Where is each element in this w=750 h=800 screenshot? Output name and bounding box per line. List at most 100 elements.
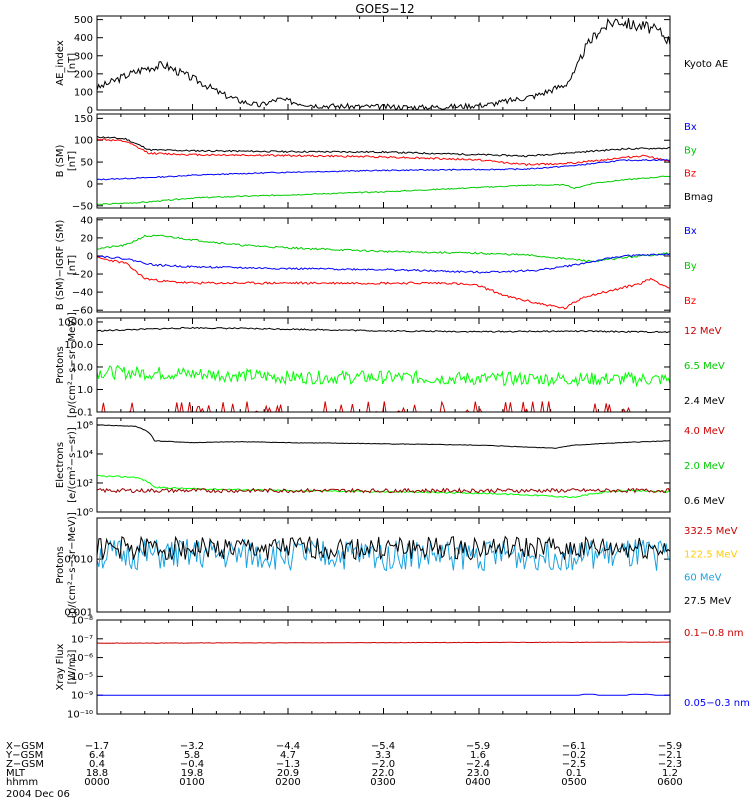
footer-cell: −0.2	[562, 750, 586, 761]
footer-cell: 19.8	[181, 768, 203, 779]
footer-cell: 0200	[275, 777, 300, 788]
footer-cell: 20.9	[277, 768, 299, 779]
legend-label: Kyoto AE	[684, 59, 728, 70]
plot-frame	[96, 113, 671, 209]
legend-label: By	[684, 145, 697, 156]
footer-cell: 0.4	[89, 759, 105, 770]
series-line-bz	[97, 256, 670, 310]
series-line-bx	[97, 253, 670, 274]
series-line-bmag	[97, 135, 670, 158]
footer-date: 2004 Dec 06	[6, 789, 70, 800]
plot-frame	[96, 217, 671, 313]
y-tick-label: 10.0	[71, 362, 93, 373]
series-line-60-mev	[97, 539, 670, 572]
y-tick-label: 10⁴	[76, 449, 93, 460]
legend-label: 27.5 MeV	[684, 596, 731, 607]
legend-label: 0.05−0.3 nm	[684, 698, 750, 709]
panel-protons: 1000.0 100.0 10.0 1.0 0.1 Protons [p/(cm²−s−sr…	[55, 312, 725, 419]
y-tick-label: 40	[80, 215, 93, 226]
footer-cell: −5.9	[466, 741, 490, 752]
series-group	[97, 135, 670, 206]
legend-label: 2.4 MeV	[684, 396, 725, 407]
footer-cell: −2.1	[658, 750, 682, 761]
series-line-27-5-mev	[97, 535, 670, 561]
series-group	[97, 326, 670, 412]
legend-label: 4.0 MeV	[684, 426, 725, 437]
y-tick-label: 300	[74, 51, 93, 62]
y-tick-label: 400	[74, 33, 93, 44]
footer-cell: −2.5	[562, 759, 586, 770]
footer-cell: 0400	[465, 777, 490, 788]
y-tick-label: 20	[80, 233, 93, 244]
series-line-0-6-mev	[97, 424, 670, 449]
footer-table: X−GSM −1.7 −3.2 −4.4 −5.4 −5.9 −6.1 −5.9 Y−GSM 6.…	[5, 741, 683, 788]
y-tick-label: 150	[74, 114, 93, 125]
series-line-4-0-mev	[97, 487, 670, 494]
y-tick-label: −40	[72, 288, 93, 299]
legend-label: 0.6 MeV	[684, 496, 725, 507]
plot-frame	[96, 517, 671, 613]
series-line-bx	[97, 158, 670, 181]
panel-hep: 0.010 0.001 Protons [p/(cm²−s−sr−MeV)] 332.5…	[55, 512, 738, 619]
series-line-6-5-mev	[97, 364, 670, 388]
footer-cell: −2.3	[658, 759, 682, 770]
y-axis-title: Protons	[55, 546, 66, 583]
footer-row-label: MLT	[6, 768, 26, 779]
y-tick-label: 0.010	[64, 555, 93, 566]
y-tick-label: 0	[87, 106, 93, 117]
legend-label: Bmag	[684, 192, 713, 203]
footer-cell: 0500	[561, 777, 586, 788]
y-tick-label: 0	[87, 179, 93, 190]
series-group	[97, 535, 670, 572]
footer-cell: −5.9	[658, 741, 682, 752]
legend-label: Bx	[684, 226, 697, 237]
footer-cell: −6.1	[562, 741, 586, 752]
y-tick-label: 10⁶	[76, 420, 93, 431]
y-axis-title: Xray Flux	[55, 643, 66, 690]
legend-label: Bz	[684, 169, 696, 180]
y-tick-label: 0	[87, 251, 93, 262]
footer-cell: 1.2	[662, 768, 678, 779]
panel-xray: 10⁻⁸ 10⁻⁷ 10⁻⁶ 10⁻⁵ 10⁻⁹ 10⁻¹⁰ Xray Flux [W/m²]…	[55, 616, 750, 721]
legend-label: 332.5 MeV	[684, 526, 738, 537]
footer-cell: 18.8	[86, 768, 108, 779]
y-tick-label: 10⁻⁵	[71, 672, 93, 683]
footer-cell: 5.8	[184, 750, 200, 761]
footer-cell: 0600	[657, 777, 682, 788]
series-line-2-0-mev	[97, 474, 670, 499]
legend-label: 0.1−0.8 nm	[684, 628, 743, 639]
y-axis-title: Protons	[55, 346, 66, 383]
footer-cell: −2.4	[466, 759, 490, 770]
series-group	[97, 17, 670, 110]
y-tick-label: 100	[74, 87, 93, 98]
y-tick-label: 10⁻⁶	[71, 653, 93, 664]
y-tick-label: 1.0	[77, 385, 93, 396]
y-tick-label: −20	[72, 270, 93, 281]
y-axis-title: [p/(cm²−s−sr−MeV)]	[67, 512, 78, 618]
series-line-2-4-mev	[97, 326, 670, 334]
footer-cell: 22.0	[372, 768, 394, 779]
chart-title: GOES−12	[355, 2, 414, 16]
y-axis-title: B (SM)−IGRF (SM)	[55, 220, 66, 311]
plot-frame	[96, 417, 671, 513]
legend-label: 6.5 MeV	[684, 361, 725, 372]
y-axis-title: Electrons	[55, 442, 66, 488]
legend-label: Bx	[684, 122, 697, 133]
series-line-bz	[97, 138, 670, 167]
footer-cell: 23.0	[467, 768, 489, 779]
footer-cell: 6.4	[89, 750, 105, 761]
y-axis-title: [nT]	[67, 255, 78, 275]
plot-frame	[96, 15, 671, 111]
y-tick-label: 10⁻⁸	[71, 616, 93, 627]
y-tick-label: 10⁻⁷	[71, 634, 93, 645]
legend-label: 122.5 MeV	[684, 549, 738, 560]
y-tick-label: 0.1	[77, 408, 93, 419]
footer-cell: 0300	[370, 777, 395, 788]
y-tick-label: 200	[74, 69, 93, 80]
y-axis-title: B (SM)	[55, 144, 66, 177]
footer-row-label: Z−GSM	[6, 759, 44, 770]
y-tick-label: 10⁻¹⁰	[67, 710, 93, 721]
footer-cell: −3.2	[180, 741, 204, 752]
series-line-kyoto-ae	[97, 17, 670, 110]
